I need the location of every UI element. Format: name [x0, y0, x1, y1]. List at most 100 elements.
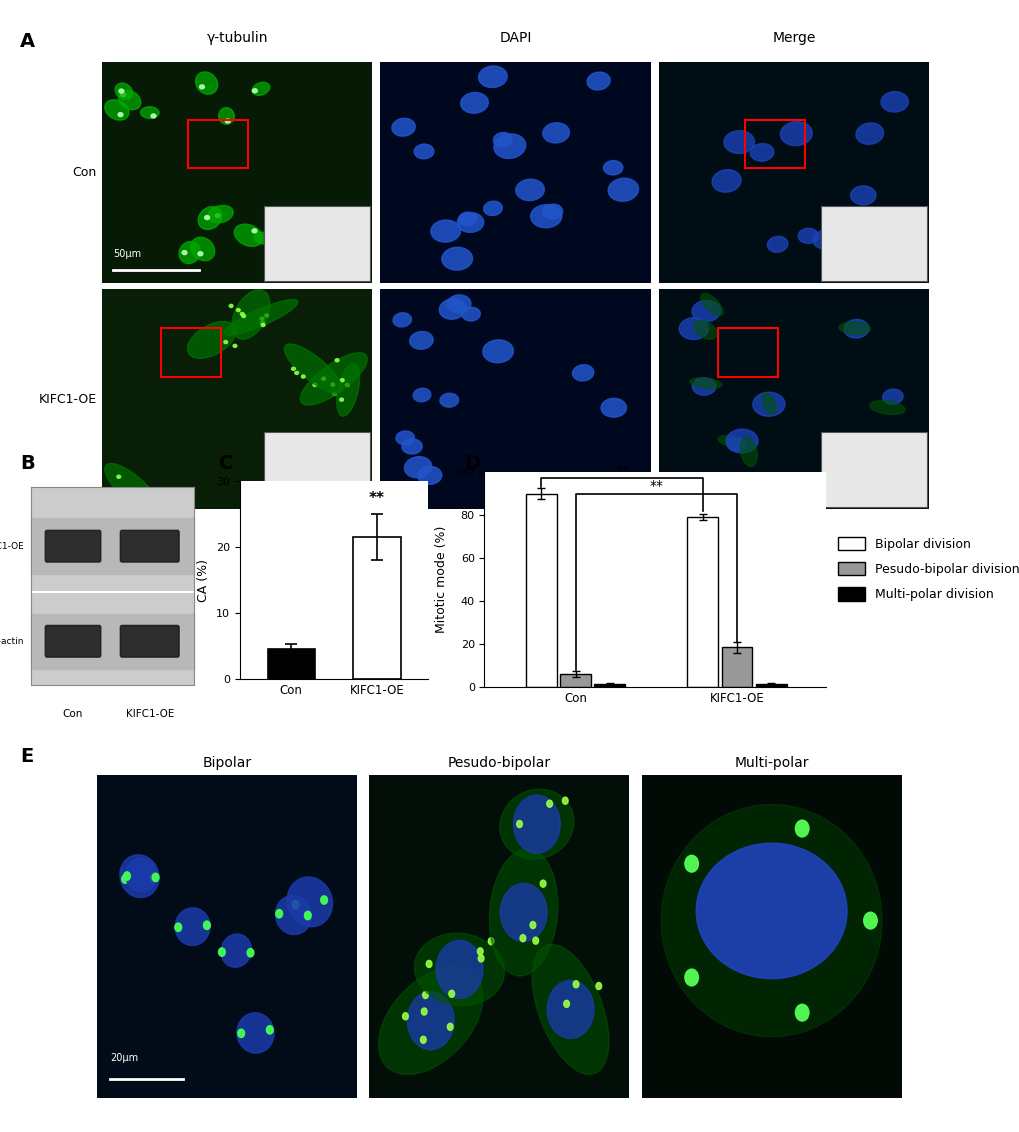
Circle shape	[540, 880, 545, 887]
Circle shape	[488, 937, 493, 945]
Ellipse shape	[693, 320, 716, 340]
Bar	[353, 538, 400, 679]
Ellipse shape	[462, 307, 480, 321]
Circle shape	[684, 856, 698, 872]
Circle shape	[301, 375, 305, 378]
Ellipse shape	[284, 344, 341, 393]
Circle shape	[265, 314, 268, 317]
Circle shape	[335, 359, 338, 362]
Circle shape	[275, 909, 282, 918]
Ellipse shape	[141, 106, 159, 119]
Ellipse shape	[191, 238, 214, 260]
Ellipse shape	[692, 378, 715, 395]
Text: Pesudo-bipolar: Pesudo-bipolar	[447, 756, 550, 770]
Circle shape	[261, 321, 264, 325]
Text: DAPI: DAPI	[499, 32, 531, 45]
Circle shape	[447, 1023, 452, 1030]
Circle shape	[198, 251, 203, 256]
Circle shape	[795, 1004, 808, 1021]
Circle shape	[291, 367, 296, 370]
Circle shape	[152, 873, 159, 882]
FancyBboxPatch shape	[45, 625, 101, 657]
Ellipse shape	[825, 240, 856, 264]
Ellipse shape	[516, 179, 544, 200]
Circle shape	[561, 797, 568, 804]
Circle shape	[403, 1013, 408, 1020]
Ellipse shape	[843, 319, 868, 338]
Ellipse shape	[780, 121, 811, 146]
Circle shape	[339, 398, 343, 401]
Circle shape	[330, 383, 334, 386]
Ellipse shape	[607, 178, 638, 201]
Circle shape	[247, 949, 254, 957]
Text: **: **	[369, 491, 384, 506]
Ellipse shape	[483, 201, 501, 215]
Ellipse shape	[689, 378, 721, 388]
Bar	[755, 684, 786, 687]
Circle shape	[261, 324, 265, 326]
Ellipse shape	[489, 849, 557, 976]
Text: Merge: Merge	[771, 32, 815, 45]
FancyBboxPatch shape	[120, 625, 179, 657]
Circle shape	[436, 941, 482, 998]
Circle shape	[530, 921, 535, 928]
Bar	[161, 328, 221, 377]
Circle shape	[225, 119, 230, 123]
Text: Bipolar: Bipolar	[202, 756, 252, 770]
Circle shape	[118, 113, 123, 117]
Ellipse shape	[286, 877, 332, 927]
Ellipse shape	[691, 300, 719, 321]
Ellipse shape	[603, 161, 623, 175]
Ellipse shape	[761, 393, 775, 414]
Circle shape	[546, 980, 593, 1038]
Ellipse shape	[855, 235, 883, 257]
Circle shape	[229, 305, 232, 308]
Circle shape	[795, 821, 808, 837]
Ellipse shape	[572, 365, 593, 381]
Circle shape	[532, 937, 538, 944]
Ellipse shape	[542, 204, 562, 218]
Ellipse shape	[414, 933, 504, 1005]
Circle shape	[684, 969, 698, 986]
Ellipse shape	[105, 100, 128, 120]
Ellipse shape	[439, 393, 459, 408]
Text: A: A	[20, 32, 36, 51]
Ellipse shape	[208, 205, 233, 223]
Ellipse shape	[441, 247, 472, 271]
Ellipse shape	[726, 429, 757, 453]
Ellipse shape	[336, 363, 360, 417]
Legend: Bipolar division, Pesudo-bipolar division, Multi-polar division: Bipolar division, Pesudo-bipolar divisio…	[837, 537, 1019, 601]
Text: B: B	[20, 454, 35, 473]
Circle shape	[420, 1036, 426, 1044]
Circle shape	[205, 215, 209, 220]
Ellipse shape	[392, 312, 411, 327]
Circle shape	[336, 477, 340, 480]
Circle shape	[237, 1029, 245, 1038]
Circle shape	[240, 312, 244, 316]
Ellipse shape	[401, 439, 422, 454]
FancyBboxPatch shape	[45, 530, 101, 561]
Text: **: **	[649, 479, 662, 492]
Circle shape	[499, 883, 546, 942]
Circle shape	[304, 911, 311, 919]
Bar	[559, 675, 590, 687]
Ellipse shape	[587, 72, 609, 91]
Circle shape	[320, 895, 327, 904]
Bar	[526, 494, 556, 687]
Ellipse shape	[120, 855, 159, 898]
Circle shape	[266, 1026, 273, 1034]
Text: KIFC1-OE: KIFC1-OE	[125, 709, 174, 719]
Text: E: E	[20, 747, 34, 766]
Ellipse shape	[410, 332, 433, 350]
Ellipse shape	[414, 144, 433, 158]
Ellipse shape	[125, 858, 157, 892]
Circle shape	[517, 821, 522, 827]
Circle shape	[863, 912, 876, 929]
Ellipse shape	[196, 72, 217, 94]
Y-axis label: CA (%): CA (%)	[197, 559, 210, 601]
Ellipse shape	[252, 83, 269, 95]
Circle shape	[313, 228, 318, 231]
Ellipse shape	[221, 934, 251, 968]
Text: Con: Con	[63, 709, 84, 719]
Ellipse shape	[391, 118, 415, 136]
